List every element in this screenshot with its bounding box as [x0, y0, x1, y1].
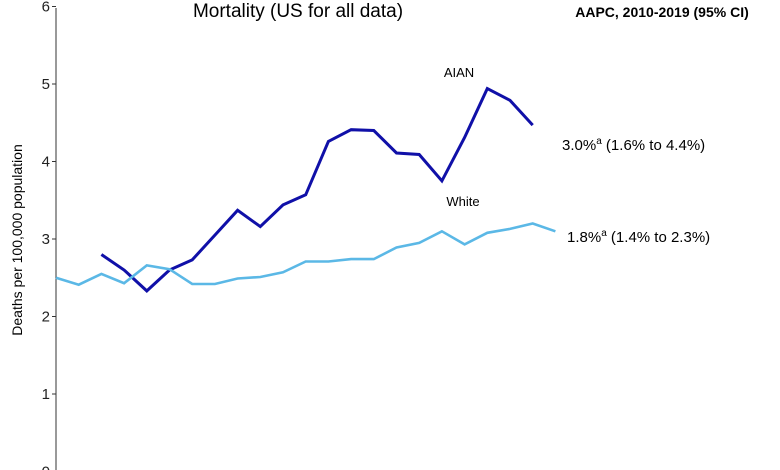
aapc-value-aian: 3.0%: [562, 137, 596, 154]
aapc-ci-aian: (1.6% to 4.4%): [602, 137, 705, 154]
y-tick-label: 0: [42, 464, 50, 470]
series-lines: [55, 86, 556, 293]
y-axis-ticks: 0 1 2 3 4 5 6: [42, 0, 56, 470]
aapc-superscript-white: a: [601, 228, 607, 239]
aapc-header: AAPC, 2010-2019 (95% CI): [575, 4, 749, 20]
aapc-value-white: 1.8%: [567, 229, 601, 246]
series-label-white: White: [446, 194, 479, 209]
series-label-aian: AIAN: [444, 65, 474, 80]
series-line-aian: [100, 86, 534, 293]
y-tick-label: 1: [42, 386, 50, 403]
aapc-label-white: 1.8%a (1.4% to 2.3%): [567, 228, 710, 246]
y-tick-label: 6: [42, 0, 50, 16]
y-tick-label: 4: [42, 154, 50, 171]
chart-title: Mortality (US for all data): [193, 1, 403, 22]
y-axis-label: Deaths per 100,000 population: [9, 144, 25, 335]
series-line-white: [55, 222, 556, 287]
y-tick-label: 5: [42, 76, 50, 93]
aapc-ci-white: (1.4% to 2.3%): [607, 229, 710, 246]
aapc-superscript-aian: a: [596, 136, 602, 147]
y-tick-label: 2: [42, 309, 50, 326]
aapc-label-aian: 3.0%a (1.6% to 4.4%): [562, 136, 705, 154]
y-tick-label: 3: [42, 231, 50, 248]
